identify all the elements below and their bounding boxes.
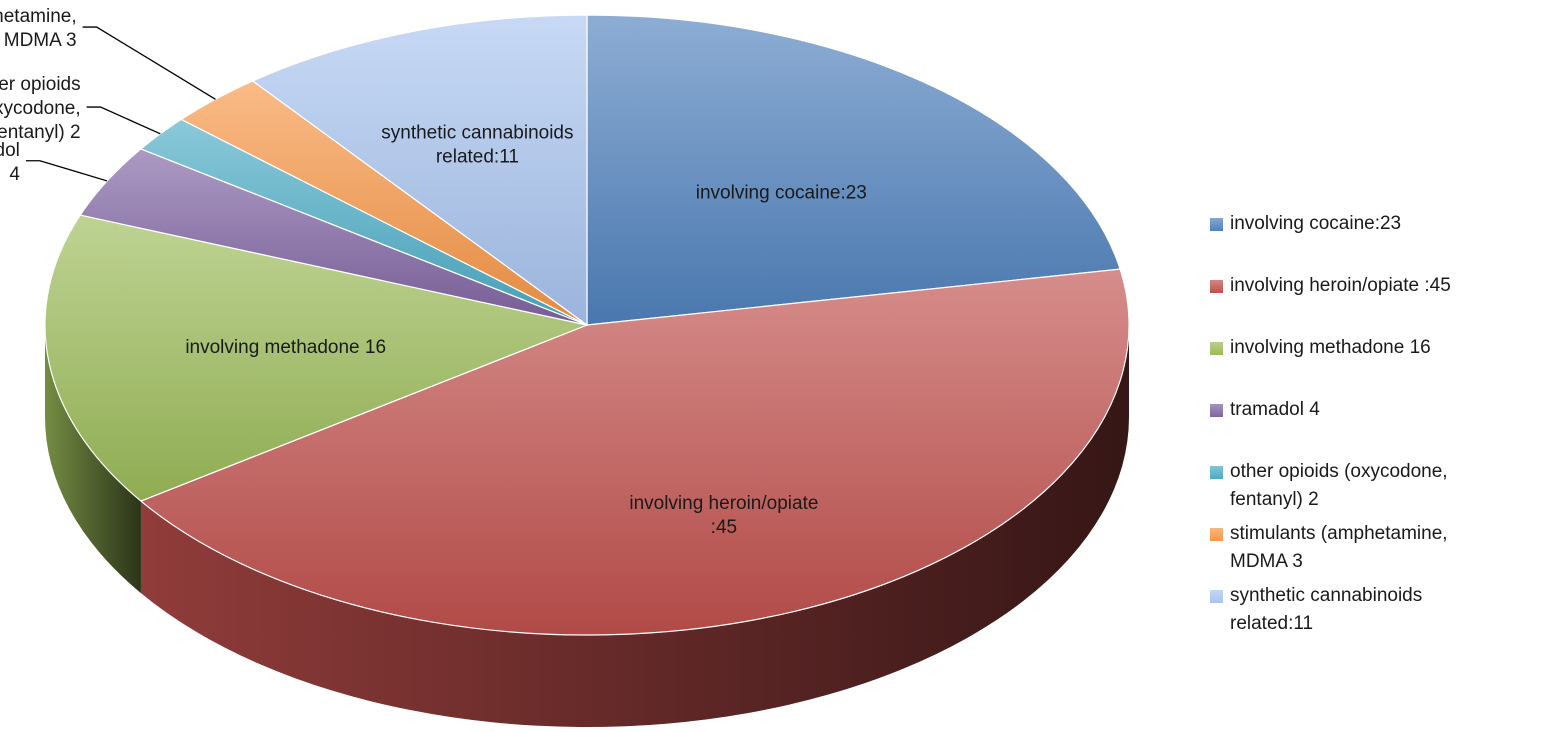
leader-line-5 — [82, 26, 216, 100]
pie-side-walls — [45, 325, 1129, 728]
legend-item: involving heroin/opiate :45 — [1210, 272, 1540, 300]
legend-label: tramadol 4 — [1230, 399, 1320, 420]
slice-label-1: involving heroin/opiate:45 — [629, 493, 818, 538]
legend-swatch — [1210, 342, 1223, 355]
leader-line-4 — [86, 106, 161, 135]
pie-slice-6 — [251, 14, 588, 327]
legend-item: synthetic cannabinoids related:11 — [1210, 582, 1540, 638]
legend-swatch — [1210, 528, 1223, 541]
legend-label: involving methadone 16 — [1230, 337, 1431, 358]
legend-label: other opioids (oxycodone, fentanyl) 2 — [1230, 461, 1448, 510]
legend-item: stimulants (amphetamine, MDMA 3 — [1210, 520, 1540, 576]
legend-swatch — [1210, 590, 1223, 603]
slice-label-5: stimulants (amphetamine,MDMA 3 — [0, 6, 77, 51]
legend-swatch — [1210, 218, 1223, 231]
pie-side-1 — [140, 325, 1129, 728]
pie-slices — [44, 14, 1130, 636]
slice-label-6: synthetic cannabinoids related:11 — [381, 122, 573, 167]
pie-slice-2 — [44, 214, 590, 502]
legend-label: stimulants (amphetamine, MDMA 3 — [1230, 523, 1448, 572]
pie-slice-1 — [139, 268, 1130, 636]
legend-item: involving methadone 16 — [1210, 334, 1540, 362]
slice-labels: involving cocaine:23 involving heroin/opi… — [0, 6, 867, 538]
pie-slice-0 — [586, 14, 1121, 326]
legend-label: involving heroin/opiate :45 — [1230, 275, 1451, 296]
legend-item: other opioids (oxycodone, fentanyl) 2 — [1210, 458, 1540, 514]
legend-label: synthetic cannabinoids related:11 — [1230, 585, 1423, 634]
legend-item: involving cocaine:23 — [1210, 210, 1540, 238]
slice-label-2: involving methadone 16 — [185, 337, 386, 358]
legend-swatch — [1210, 404, 1223, 417]
pie-side-2 — [45, 325, 141, 594]
legend-item: tramadol 4 — [1210, 396, 1540, 424]
slice-label-4: other opioids(oxycodone,fentanyl) 2 — [0, 74, 81, 143]
leader-line-3 — [25, 160, 108, 182]
legend-swatch — [1210, 280, 1223, 293]
leader-lines — [25, 26, 216, 182]
legend-swatch — [1210, 466, 1223, 479]
legend-label: involving cocaine:23 — [1230, 213, 1402, 234]
slice-label-0: involving cocaine:23 — [696, 183, 867, 204]
